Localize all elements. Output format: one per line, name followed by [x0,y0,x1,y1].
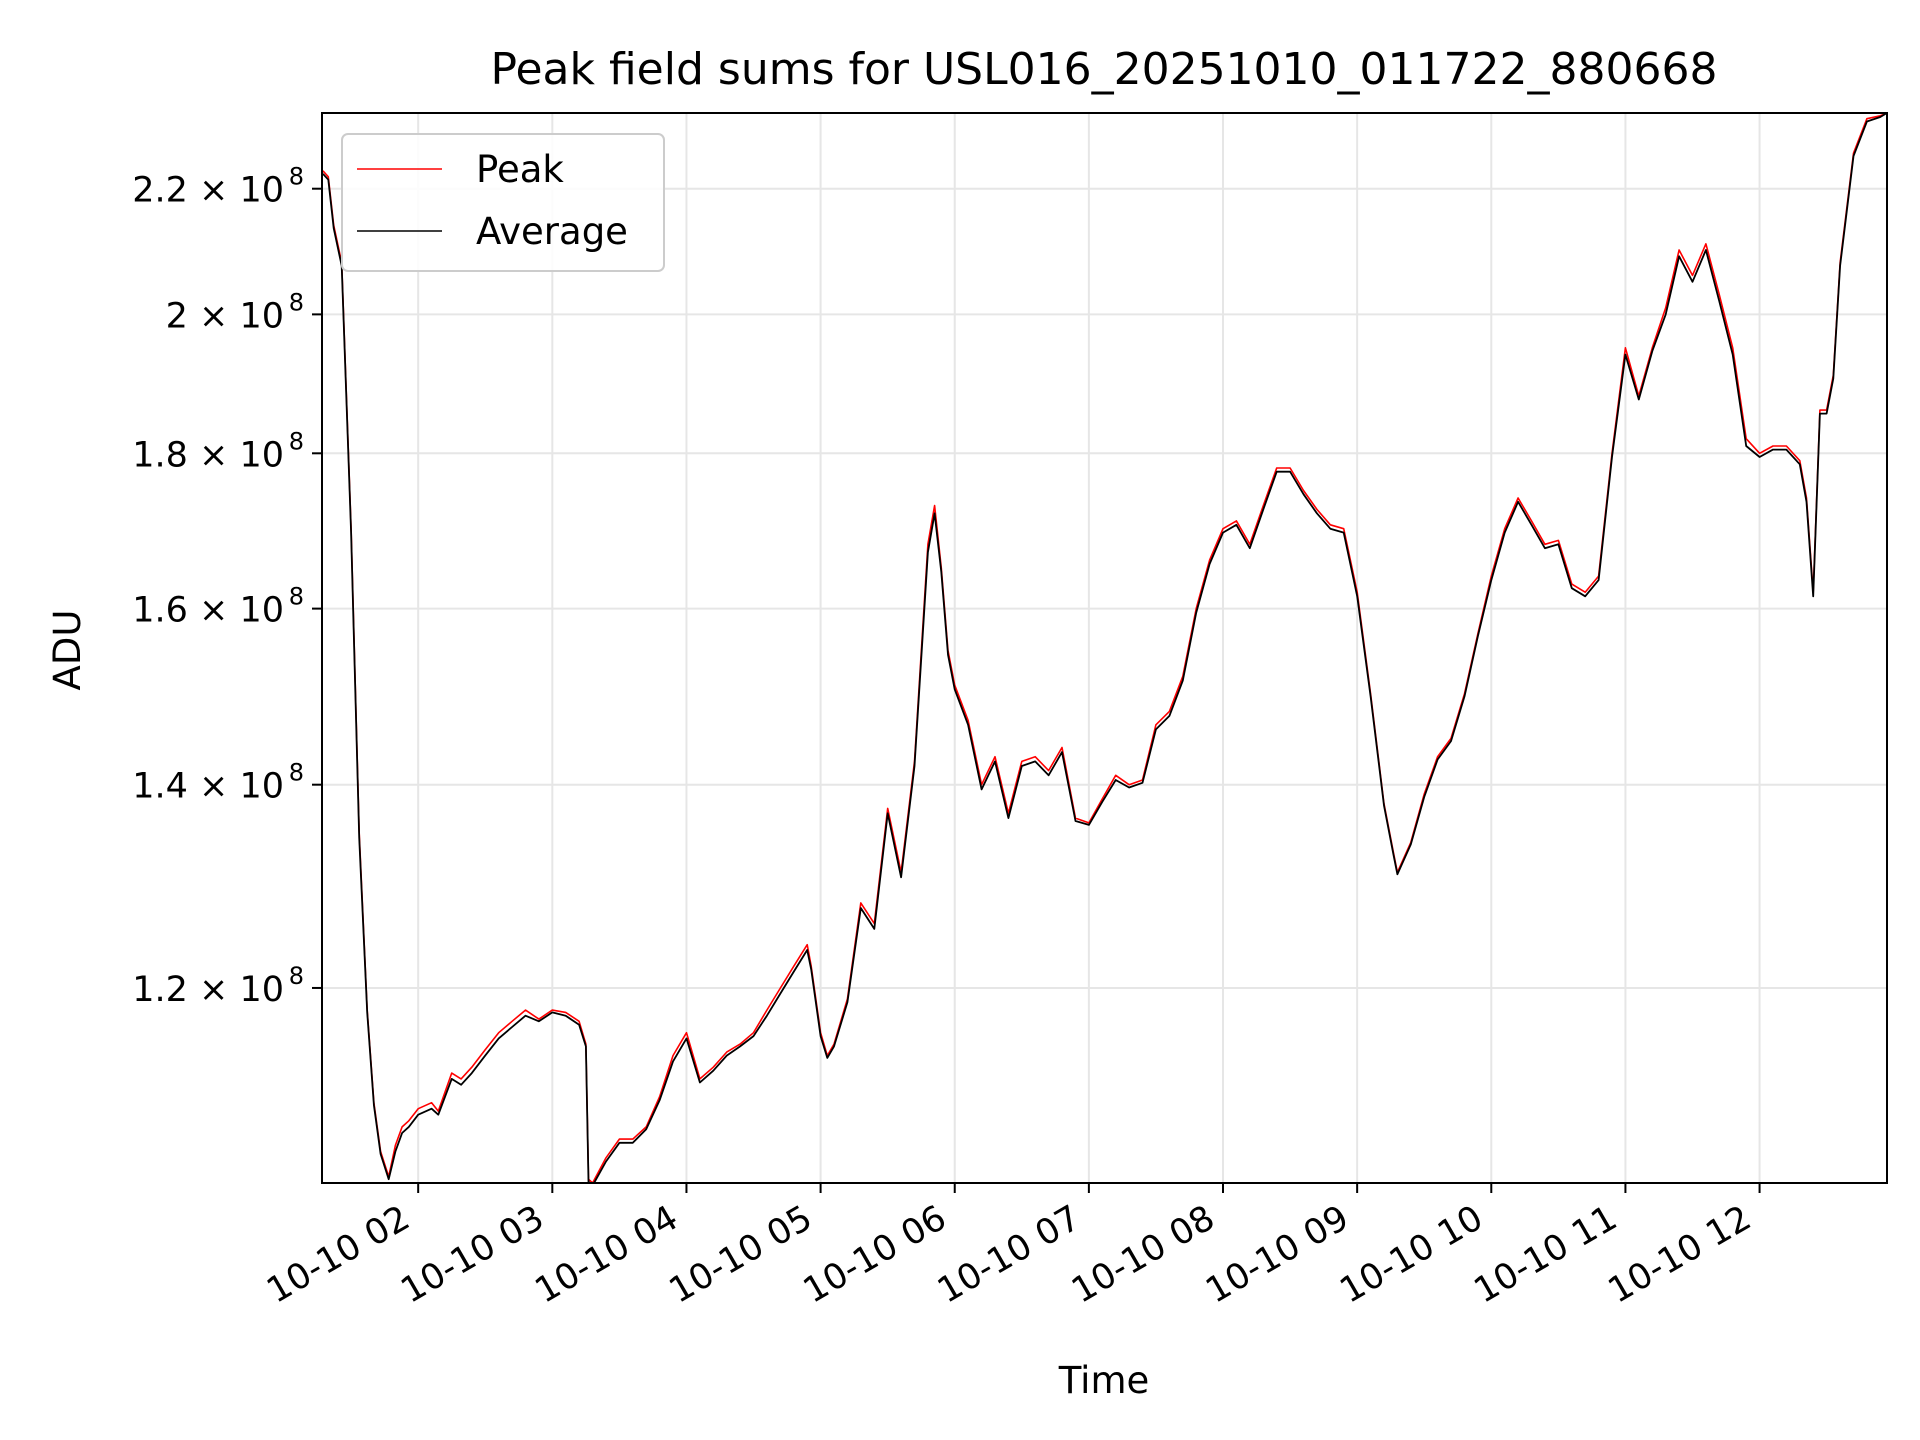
y-tick-exponent: 8 [289,288,304,316]
y-tick-label: 2 × 10 8 [166,288,304,336]
plot-frame [321,112,1888,1184]
chart-title: Peak field sums for USL016_20251010_0117… [491,44,1718,95]
y-tick-label: 1.6 × 10 8 [132,583,304,631]
y-tick-label: 1.4 × 10 8 [132,759,304,807]
y-tick-mantissa: 1.6 × 10 [132,591,284,631]
series-layer [322,113,1887,1183]
y-tick-exponent: 8 [289,962,304,990]
y-tick-mantissa: 2.2 × 10 [132,171,284,211]
y-axis-label: ADU [46,610,89,691]
series-line-average [322,113,1887,1183]
x-axis-label: Time [1058,1359,1150,1402]
y-tick-label: 2.2 × 10 8 [132,163,304,211]
legend-label-peak: Peak [476,148,564,191]
y-tick-label: 1.8 × 10 8 [132,427,304,475]
series-line-peak [322,113,1887,1183]
y-tick-mantissa: 1.4 × 10 [132,767,284,807]
y-tick-mantissa: 2 × 10 [166,296,284,336]
y-tick-exponent: 8 [289,163,304,191]
legend: Peak Average [341,133,665,272]
y-tick-exponent: 8 [289,427,304,455]
y-tick-label: 1.2 × 10 8 [132,962,304,1010]
legend-label-average: Average [476,210,628,253]
y-tick-mantissa: 1.2 × 10 [132,970,284,1010]
y-tick-exponent: 8 [289,583,304,611]
grid [322,113,1887,1183]
y-tick-exponent: 8 [289,759,304,787]
y-tick-mantissa: 1.8 × 10 [132,435,284,475]
